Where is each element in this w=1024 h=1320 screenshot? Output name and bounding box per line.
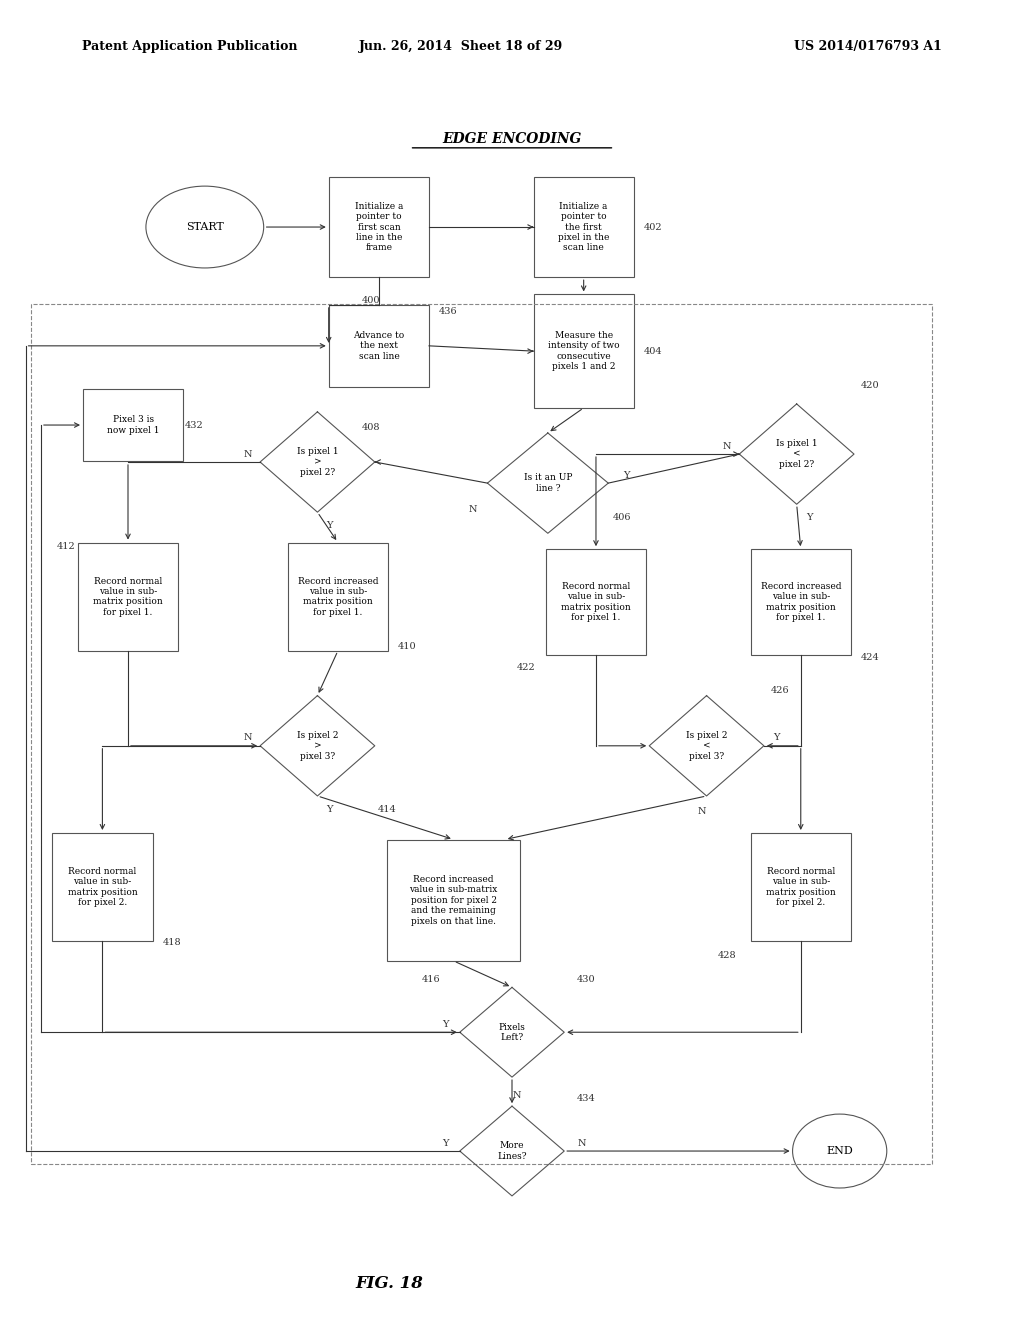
Text: 402: 402 [644,223,663,231]
Text: Y: Y [442,1020,449,1028]
Text: 404: 404 [644,347,663,355]
Text: FIG. 18: FIG. 18 [355,1275,423,1291]
Text: N: N [723,442,731,450]
Text: 422: 422 [517,664,536,672]
Text: 406: 406 [612,513,631,521]
Text: Initialize a
pointer to
the first
pixel in the
scan line: Initialize a pointer to the first pixel … [558,202,609,252]
Text: N: N [469,506,477,513]
Text: N: N [244,450,252,458]
Text: N: N [244,734,252,742]
Text: END: END [826,1146,853,1156]
Text: N: N [578,1139,586,1147]
Text: Initialize a
pointer to
first scan
line in the
frame: Initialize a pointer to first scan line … [354,202,403,252]
FancyBboxPatch shape [78,543,178,651]
Text: Record normal
value in sub-
matrix position
for pixel 2.: Record normal value in sub- matrix posit… [766,867,836,907]
Text: Is pixel 2
<
pixel 3?: Is pixel 2 < pixel 3? [686,731,727,760]
Text: Record increased
value in sub-
matrix position
for pixel 1.: Record increased value in sub- matrix po… [761,582,841,622]
Text: Record normal
value in sub-
matrix position
for pixel 2.: Record normal value in sub- matrix posit… [68,867,137,907]
FancyBboxPatch shape [751,833,851,941]
Text: Record increased
value in sub-
matrix position
for pixel 1.: Record increased value in sub- matrix po… [298,577,378,616]
FancyBboxPatch shape [534,294,634,408]
Text: 434: 434 [577,1094,595,1102]
Text: Record normal
value in sub-
matrix position
for pixel 1.: Record normal value in sub- matrix posit… [93,577,163,616]
Text: 412: 412 [57,543,76,550]
Text: Patent Application Publication: Patent Application Publication [82,40,297,53]
Text: 426: 426 [771,686,790,694]
Text: 436: 436 [439,308,458,315]
Text: 416: 416 [422,975,440,983]
Text: Advance to
the next
scan line: Advance to the next scan line [353,331,404,360]
Text: Record normal
value in sub-
matrix position
for pixel 1.: Record normal value in sub- matrix posit… [561,582,631,622]
Text: 410: 410 [398,643,417,651]
Text: US 2014/0176793 A1: US 2014/0176793 A1 [795,40,942,53]
Text: More
Lines?: More Lines? [498,1142,526,1160]
FancyBboxPatch shape [387,840,520,961]
Text: Pixel 3 is
now pixel 1: Pixel 3 is now pixel 1 [106,416,160,434]
Text: 414: 414 [378,805,396,813]
Text: N: N [697,808,706,816]
FancyBboxPatch shape [288,543,388,651]
FancyBboxPatch shape [83,389,183,461]
Text: Y: Y [806,513,812,521]
Text: Is pixel 1
>
pixel 2?: Is pixel 1 > pixel 2? [297,447,338,477]
Text: Y: Y [624,471,630,479]
Text: Y: Y [773,734,779,742]
Text: Pixels
Left?: Pixels Left? [499,1023,525,1041]
Text: 418: 418 [163,939,181,946]
Text: 432: 432 [185,421,204,429]
FancyBboxPatch shape [329,305,429,387]
Text: 420: 420 [861,381,880,389]
Text: Is pixel 2
>
pixel 3?: Is pixel 2 > pixel 3? [297,731,338,760]
Text: START: START [186,222,223,232]
Text: Jun. 26, 2014  Sheet 18 of 29: Jun. 26, 2014 Sheet 18 of 29 [358,40,563,53]
Text: Is it an UP
line ?: Is it an UP line ? [523,474,572,492]
FancyBboxPatch shape [546,549,646,655]
FancyBboxPatch shape [329,177,429,277]
Text: N: N [513,1092,521,1100]
Text: 400: 400 [361,297,380,305]
Text: 430: 430 [577,975,595,983]
Ellipse shape [146,186,264,268]
Text: Y: Y [327,805,333,813]
FancyBboxPatch shape [534,177,634,277]
Text: Measure the
intensity of two
consecutive
pixels 1 and 2: Measure the intensity of two consecutive… [548,331,620,371]
Text: EDGE ENCODING: EDGE ENCODING [442,132,582,145]
Text: Y: Y [442,1139,449,1147]
Ellipse shape [793,1114,887,1188]
Text: 408: 408 [361,424,380,432]
Text: 424: 424 [861,653,880,661]
FancyBboxPatch shape [52,833,153,941]
Text: Y: Y [327,521,333,529]
Text: Record increased
value in sub-matrix
position for pixel 2
and the remaining
pixe: Record increased value in sub-matrix pos… [410,875,498,925]
Text: 428: 428 [718,952,736,960]
FancyBboxPatch shape [751,549,851,655]
Text: Is pixel 1
<
pixel 2?: Is pixel 1 < pixel 2? [776,440,817,469]
